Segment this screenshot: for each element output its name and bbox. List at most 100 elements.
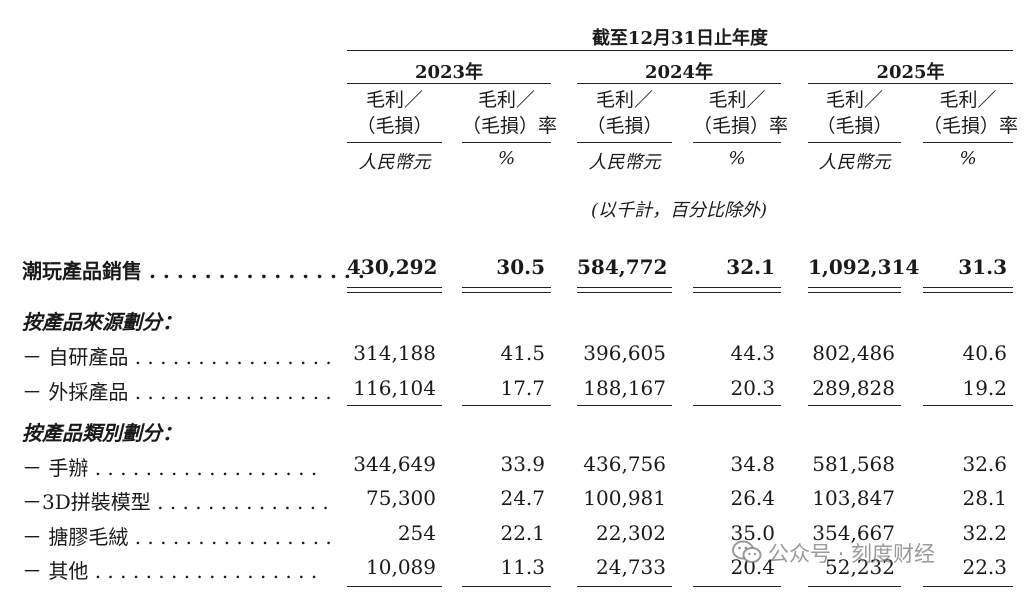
margin-header-line1: 毛利／ bbox=[477, 89, 535, 111]
gross-profit-header-line2: （毛損） bbox=[356, 115, 433, 137]
subtotal-rule bbox=[808, 405, 901, 406]
margin-cell: 40.6 bbox=[962, 341, 1007, 365]
margin-cell: 33.9 bbox=[500, 452, 545, 476]
total-double-rule-bottom bbox=[577, 292, 672, 293]
margin-cell: 19.2 bbox=[962, 376, 1007, 400]
section-heading: 按產品來源劃分： bbox=[22, 310, 182, 334]
final-rule bbox=[577, 586, 672, 587]
margin-cell: 22.1 bbox=[500, 521, 545, 545]
subtotal-rule bbox=[462, 405, 551, 406]
margin-header-line1: 毛利／ bbox=[708, 89, 766, 111]
subheader-underline bbox=[808, 142, 901, 143]
margin-cell: 24.7 bbox=[500, 486, 545, 510]
year-2023: 2023年 bbox=[414, 62, 484, 83]
total-double-rule-top bbox=[577, 287, 672, 288]
total-double-rule-top bbox=[693, 287, 781, 288]
gross-profit-cell: 100,981 bbox=[583, 486, 666, 510]
gross-profit-cell: 10,089 bbox=[366, 555, 436, 579]
section-heading: 按產品類別劃分： bbox=[22, 421, 182, 445]
total-double-rule-top bbox=[808, 287, 901, 288]
margin-cell: 32.1 bbox=[726, 255, 775, 279]
total-double-rule-top bbox=[347, 287, 442, 288]
subheader-underline bbox=[462, 142, 551, 143]
row-label: 潮玩產品銷售 . . . . . . . . . . . . . . . . bbox=[22, 259, 365, 283]
final-rule bbox=[462, 586, 551, 587]
year-underline-2025 bbox=[808, 83, 1013, 84]
margin-cell: 41.5 bbox=[500, 341, 545, 365]
subtotal-rule bbox=[577, 405, 672, 406]
margin-cell: 22.3 bbox=[962, 555, 1007, 579]
gross-profit-cell: 354,667 bbox=[812, 521, 895, 545]
gross-profit-cell: 344,649 bbox=[353, 452, 436, 476]
year-2024: 2024年 bbox=[644, 62, 714, 83]
gross-profit-cell: 436,756 bbox=[583, 452, 666, 476]
unit-rmb: 人民幣元 bbox=[588, 152, 661, 173]
total-double-rule-top bbox=[923, 287, 1013, 288]
gross-profit-cell: 188,167 bbox=[583, 376, 666, 400]
watermark-text: 公众号 · 刻度财经 bbox=[768, 542, 936, 566]
margin-cell: 30.5 bbox=[496, 255, 545, 279]
subheader-underline bbox=[577, 142, 672, 143]
unit-rmb: 人民幣元 bbox=[358, 152, 431, 173]
final-rule bbox=[923, 586, 1013, 587]
total-double-rule-bottom bbox=[923, 292, 1013, 293]
total-double-rule-bottom bbox=[808, 292, 901, 293]
wechat-icon bbox=[732, 540, 762, 563]
gross-profit-cell: 584,772 bbox=[577, 255, 668, 279]
margin-header-line2: （毛損）率 bbox=[693, 115, 789, 137]
gross-profit-cell: 52,232 bbox=[825, 555, 895, 579]
year-underline-2023 bbox=[347, 83, 551, 84]
gross-profit-header-line1: 毛利／ bbox=[595, 89, 653, 111]
year-underline-2024 bbox=[577, 83, 781, 84]
gross-profit-cell: 314,188 bbox=[353, 341, 436, 365]
unit-percent: % bbox=[959, 148, 977, 169]
margin-cell: 17.7 bbox=[500, 376, 545, 400]
margin-cell: 35.0 bbox=[730, 521, 775, 545]
gross-profit-cell: 22,302 bbox=[596, 521, 666, 545]
margin-header-line2: （毛損）率 bbox=[923, 115, 1019, 137]
gross-profit-cell: 254 bbox=[397, 521, 436, 545]
row-label: － 其他 . . . . . . . . . . . . . . . . . . bbox=[22, 559, 318, 583]
gross-profit-header-line2: （毛損） bbox=[816, 115, 893, 137]
subtotal-rule bbox=[693, 405, 781, 406]
gross-profit-cell: 581,568 bbox=[812, 452, 895, 476]
subtotal-rule bbox=[347, 405, 442, 406]
subtotal-rule bbox=[923, 405, 1013, 406]
row-label: －3D拼裝模型 . . . . . . . . . . . . . . bbox=[22, 490, 329, 514]
gross-profit-cell: 289,828 bbox=[812, 376, 895, 400]
year-2025: 2025年 bbox=[876, 62, 945, 83]
margin-cell: 32.2 bbox=[962, 521, 1007, 545]
unit-percent: % bbox=[728, 148, 746, 169]
margin-cell: 44.3 bbox=[730, 341, 775, 365]
row-label: － 自研產品 . . . . . . . . . . . . . . . . bbox=[22, 345, 332, 369]
total-double-rule-bottom bbox=[693, 292, 781, 293]
gross-profit-cell: 1,092,314 bbox=[808, 255, 920, 279]
gross-profit-cell: 396,605 bbox=[583, 341, 666, 365]
margin-cell: 31.3 bbox=[958, 255, 1007, 279]
gross-profit-cell: 75,300 bbox=[366, 486, 436, 510]
margin-cell: 28.1 bbox=[962, 486, 1007, 510]
margin-cell: 20.3 bbox=[730, 376, 775, 400]
gross-profit-header-line2: （毛損） bbox=[586, 115, 663, 137]
gross-profit-header-line1: 毛利／ bbox=[365, 89, 423, 111]
gross-profit-cell: 103,847 bbox=[812, 486, 895, 510]
period-header: 截至12月31日止年度 bbox=[591, 28, 769, 49]
subheader-underline bbox=[923, 142, 1013, 143]
margin-cell: 32.6 bbox=[962, 452, 1007, 476]
total-double-rule-top bbox=[462, 287, 551, 288]
subheader-underline bbox=[347, 142, 442, 143]
subheader-underline bbox=[693, 142, 781, 143]
row-label: － 外採產品 . . . . . . . . . . . . . . . . bbox=[22, 380, 332, 404]
margin-header-line1: 毛利／ bbox=[939, 89, 997, 111]
row-label: － 手辦 . . . . . . . . . . . . . . . . . . bbox=[22, 456, 318, 480]
margin-cell: 34.8 bbox=[730, 452, 775, 476]
margin-header-line2: （毛損）率 bbox=[462, 115, 558, 137]
unit-note: (以千計，百分比除外) bbox=[590, 200, 768, 221]
final-rule bbox=[808, 586, 901, 587]
margin-cell: 11.3 bbox=[500, 555, 545, 579]
gross-profit-cell: 116,104 bbox=[353, 376, 436, 400]
row-label: － 搪膠毛絨 . . . . . . . . . . . . . . . . bbox=[22, 525, 332, 549]
final-rule bbox=[693, 586, 781, 587]
gross-profit-header-line1: 毛利／ bbox=[825, 89, 883, 111]
gross-profit-cell: 24,733 bbox=[596, 555, 666, 579]
